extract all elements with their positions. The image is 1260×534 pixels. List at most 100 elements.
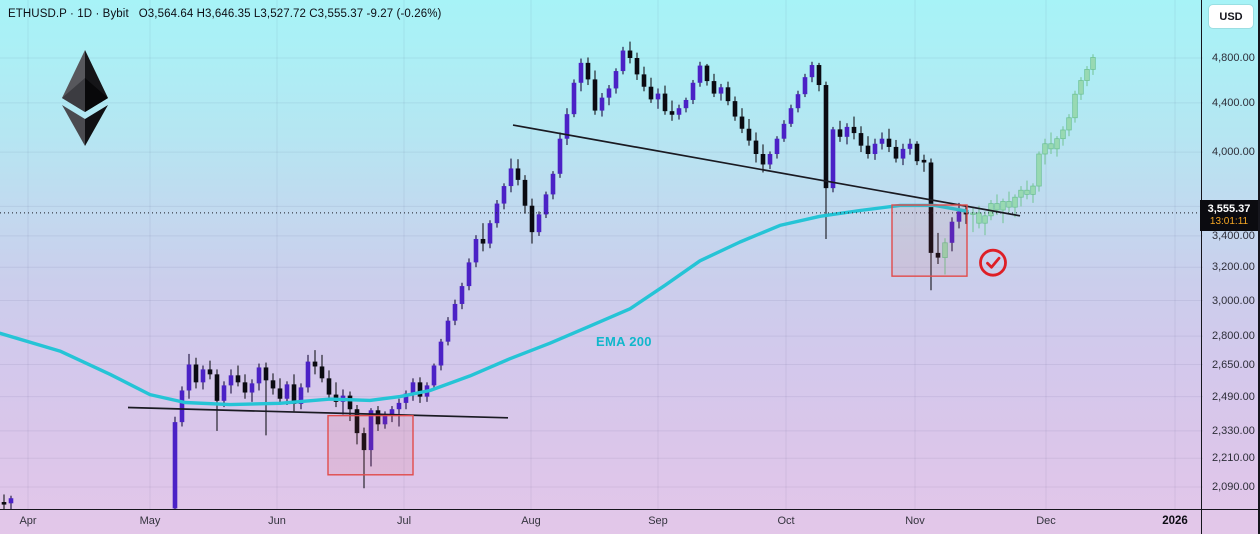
candle-body xyxy=(844,126,850,137)
candle-body xyxy=(935,252,941,258)
candle-body xyxy=(326,378,332,395)
candle-body xyxy=(704,65,710,82)
candle-body xyxy=(193,364,199,383)
candle-body xyxy=(886,138,892,147)
candle-body xyxy=(963,211,969,215)
candle-body xyxy=(249,383,255,393)
candle-body xyxy=(242,382,248,393)
projected-candle-body xyxy=(1024,189,1030,195)
symbol-title[interactable]: ETHUSD.P · 1D · Bybit xyxy=(8,8,129,20)
candle-body xyxy=(368,410,374,451)
candle-body xyxy=(396,402,402,410)
candle-body xyxy=(823,85,829,189)
projected-candle-body xyxy=(994,203,1000,211)
candle-body xyxy=(487,223,493,244)
candle-body xyxy=(438,341,444,366)
candle-body xyxy=(746,128,752,141)
price-tick-label: 2,800.00 xyxy=(1212,330,1255,343)
candle-body xyxy=(508,168,514,187)
projected-candle-body xyxy=(1078,80,1084,95)
candle-body xyxy=(830,129,836,189)
candle-body xyxy=(501,186,507,204)
candle-body xyxy=(473,238,479,263)
time-axis[interactable]: Apr May Jun Jul Aug Sep Oct Nov Dec 2026 xyxy=(0,509,1258,534)
candle-body xyxy=(417,382,423,397)
candle-body xyxy=(900,148,906,159)
candle-body xyxy=(599,97,605,111)
candle-body xyxy=(620,50,626,72)
ema-200-line xyxy=(0,203,969,407)
candle-body xyxy=(382,415,388,425)
price-chart-canvas[interactable] xyxy=(0,0,1203,509)
projected-candle-body xyxy=(1036,153,1042,187)
month-label-oct: Oct xyxy=(777,515,795,527)
candle-body xyxy=(543,194,549,215)
candle-body xyxy=(697,65,703,83)
candle-body xyxy=(802,77,808,95)
candle-body xyxy=(711,81,717,94)
candle-body xyxy=(284,384,290,399)
candle-body xyxy=(389,409,395,416)
candle-body xyxy=(515,168,521,180)
candle-body xyxy=(228,375,234,386)
candle-body xyxy=(928,162,934,253)
candle-body xyxy=(403,393,409,403)
price-tick-label: 2,330.00 xyxy=(1212,424,1255,437)
candle-body xyxy=(949,221,955,243)
candle-body xyxy=(781,123,787,139)
candle-body xyxy=(893,146,899,159)
candle-body xyxy=(725,87,731,102)
candle-body xyxy=(879,138,885,144)
projected-candle-body xyxy=(1072,93,1078,119)
candle-body xyxy=(522,179,528,206)
candle-body xyxy=(466,262,472,287)
candle-body xyxy=(613,71,619,89)
currency-usd-button[interactable]: USD xyxy=(1209,5,1253,28)
price-axis[interactable]: USD 3,555.37 13:01:11 4,800.00 4,400.00 4,… xyxy=(1200,0,1258,534)
candle-body xyxy=(361,433,367,451)
last-price-badge: 3,555.37 13:01:11 xyxy=(1200,200,1258,231)
price-tick-label: 2,650.00 xyxy=(1212,358,1255,371)
candle-body xyxy=(788,108,794,124)
candle-body xyxy=(739,116,745,129)
candle-body xyxy=(291,384,297,404)
trendline-horizontal-support[interactable] xyxy=(127,406,509,419)
month-label-dec: Dec xyxy=(1036,515,1056,527)
candle-body xyxy=(207,369,213,375)
trendline-descending-resistance[interactable] xyxy=(512,124,1021,217)
candle-body xyxy=(606,88,612,98)
candle-body xyxy=(172,422,178,509)
candle-body xyxy=(718,87,724,94)
candle-body xyxy=(263,367,269,381)
demand-zone-november-box[interactable] xyxy=(891,204,968,277)
candle-body xyxy=(459,286,465,304)
projected-candle-body xyxy=(1066,117,1072,131)
ohlc-values: O3,564.64 H3,646.35 L3,527.72 C3,555.37 … xyxy=(138,8,442,20)
candle-body xyxy=(816,65,822,86)
candle-body xyxy=(312,361,318,367)
candle-body xyxy=(921,159,927,163)
candle-countdown: 13:01:11 xyxy=(1209,216,1249,228)
candle-body xyxy=(627,50,633,58)
projected-candle-body xyxy=(1060,129,1066,140)
candle-body xyxy=(872,143,878,155)
projected-candle-body xyxy=(942,242,948,258)
candle-body xyxy=(221,385,227,401)
demand-zone-june-box[interactable] xyxy=(327,414,414,476)
candle-body xyxy=(592,79,598,111)
month-label-jul: Jul xyxy=(396,515,412,527)
projected-candle-body xyxy=(1090,57,1096,70)
candle-body xyxy=(648,86,654,100)
month-label-may: May xyxy=(139,515,161,527)
check-circle-icon xyxy=(979,248,1007,277)
candle-body xyxy=(655,93,661,100)
candle-body xyxy=(200,369,206,383)
price-tick-label: 4,400.00 xyxy=(1212,96,1255,109)
projected-candle-body xyxy=(1030,185,1036,195)
month-label-nov: Nov xyxy=(905,515,925,527)
price-tick-label: 2,210.00 xyxy=(1212,452,1255,465)
candle-body xyxy=(851,126,857,134)
projected-candle-body xyxy=(1084,69,1090,81)
candle-body xyxy=(907,143,913,149)
candle-body xyxy=(662,93,668,112)
